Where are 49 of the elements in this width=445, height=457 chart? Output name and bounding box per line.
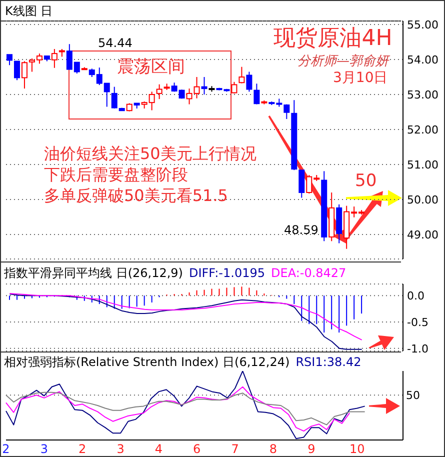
x-tick-label: 3	[116, 442, 124, 456]
y-tick-label: 55.00	[407, 18, 438, 32]
x-tick-label: 6	[193, 442, 201, 456]
candlestick	[246, 71, 252, 92]
y-tick-label: 53.00	[407, 88, 438, 102]
text: RSI1:38.42	[296, 355, 362, 369]
x-tick-label: 7	[231, 442, 239, 456]
line-series	[9, 292, 362, 340]
y-tick-label: 54.00	[407, 53, 438, 66]
annotation: 54.44	[98, 36, 132, 50]
x-tick-label: 8	[269, 442, 278, 456]
candlestick	[298, 170, 305, 198]
text: K线图 日	[5, 3, 53, 20]
annotation: 下跌后需要盘整阶段	[44, 165, 188, 186]
candlestick	[201, 76, 208, 95]
y-tick-label: -0.5	[407, 316, 428, 329]
annotation: 48.59	[284, 223, 318, 237]
x-tick-label: 10	[350, 442, 365, 456]
text: DEA:-0.8427	[271, 266, 346, 280]
candlestick	[231, 81, 238, 94]
y-tick-label: 50.00	[407, 193, 438, 206]
candlestick	[6, 54, 12, 66]
x-tick-label: 4	[154, 442, 163, 456]
candlestick	[156, 84, 162, 100]
annotation: 3月10日	[333, 69, 388, 87]
candlestick	[14, 60, 20, 81]
text: 分析师—郭俞妍	[296, 53, 392, 70]
x-tick-label: 2	[2, 442, 10, 456]
candlestick	[51, 48, 58, 68]
chart-title: 指数平滑异同平均线 日(26,12,9)	[4, 266, 183, 280]
y-tick-label: 49.00	[407, 228, 438, 242]
y-tick-label: -1.0	[407, 342, 428, 356]
line-series	[9, 294, 362, 350]
y-tick-label: 51.00	[407, 158, 438, 172]
x-tick-label: 2	[78, 442, 86, 456]
candlestick	[238, 66, 245, 84]
x-tick-label: 9	[308, 442, 316, 456]
candlestick	[254, 83, 260, 105]
annotation: 油价短线关注50美元上行情况	[44, 144, 256, 165]
chart-title: 相对强弱指标(Relative Strenth Index) 日(6,12,24)	[4, 355, 290, 369]
annotation: 震荡区间	[117, 56, 185, 78]
annotation: 多单反弹破50美元看51.5	[44, 186, 228, 207]
chart-title: 现货原油4H	[272, 25, 394, 53]
text: 50	[406, 389, 420, 402]
text: DIFF:-1.0195	[188, 266, 265, 280]
annotation: 50	[355, 171, 377, 191]
x-tick-label: 3	[40, 442, 48, 456]
y-tick-label: 52.00	[407, 123, 438, 136]
y-tick-label: 0.0	[407, 290, 424, 303]
